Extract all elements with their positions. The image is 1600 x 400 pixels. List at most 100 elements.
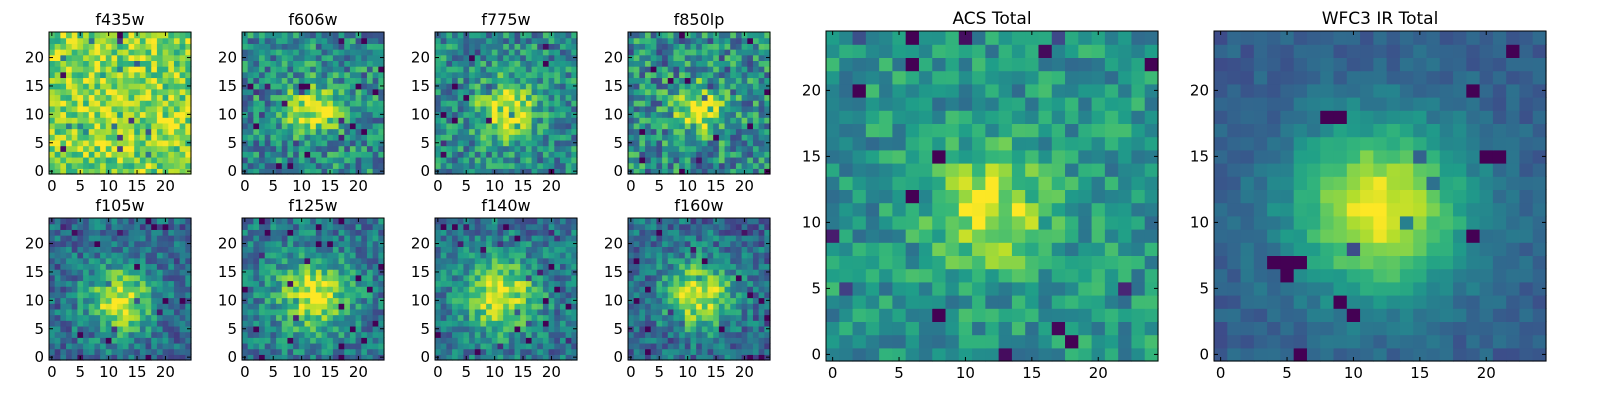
heatmap-cell — [508, 162, 516, 169]
heatmap-cell — [83, 134, 90, 141]
heatmap-cell — [134, 246, 141, 253]
heatmap-cell — [293, 240, 300, 247]
heatmap-cell — [435, 263, 442, 270]
heatmap-cell — [656, 60, 663, 67]
heatmap-cell — [276, 286, 283, 293]
heatmap-cell — [366, 223, 374, 230]
heatmap-cell — [446, 43, 453, 50]
heatmap-cell — [514, 134, 521, 141]
heatmap-cell — [679, 342, 686, 350]
heatmap-cell — [264, 240, 271, 247]
heatmap-cell — [338, 235, 345, 242]
heatmap-cell — [253, 37, 260, 44]
heatmap-cell — [105, 145, 113, 152]
heatmap-cell — [139, 168, 147, 175]
heatmap-cell — [491, 66, 499, 73]
heatmap-cell — [463, 134, 470, 141]
heatmap-cell — [645, 308, 652, 316]
heatmap-cell — [276, 77, 283, 84]
heatmap-cell — [179, 297, 186, 304]
heatmap-cell — [366, 168, 374, 175]
heatmap-cell — [633, 162, 640, 169]
heatmap-cell — [60, 263, 67, 270]
heatmap-cell — [565, 145, 572, 152]
heatmap-cell — [321, 128, 328, 135]
heatmap-cell — [264, 348, 271, 355]
heatmap-cell — [117, 134, 124, 141]
heatmap-cell — [435, 122, 442, 130]
heatmap-cell — [474, 122, 482, 130]
heatmap-cell — [49, 229, 56, 236]
heatmap-cell — [542, 134, 550, 141]
heatmap-cell — [253, 348, 260, 355]
heatmap-cell — [185, 303, 192, 310]
heatmap-cell — [542, 139, 550, 147]
heatmap-cell — [662, 354, 669, 361]
heatmap-cell — [259, 145, 266, 152]
heatmap-cell — [139, 71, 147, 79]
heatmap-cell — [117, 320, 124, 327]
heatmap-cell — [60, 156, 67, 164]
heatmap-cell — [134, 223, 141, 230]
heatmap-cell — [304, 314, 311, 321]
heatmap-cell — [571, 94, 578, 101]
heatmap-cell — [134, 111, 141, 118]
heatmap-cell — [531, 60, 538, 67]
heatmap-cell — [463, 263, 470, 270]
heatmap-cell — [679, 162, 686, 169]
heatmap-cell — [122, 218, 130, 225]
heatmap-cell — [83, 54, 90, 61]
heatmap-cell — [185, 117, 192, 124]
heatmap-cell — [531, 354, 538, 361]
heatmap-cell — [452, 134, 459, 141]
heatmap-cell — [571, 280, 578, 287]
heatmap-cell — [452, 286, 459, 293]
heatmap-cell — [344, 240, 351, 247]
heatmap-cell — [71, 263, 78, 270]
heatmap-cell — [105, 342, 113, 350]
heatmap-cell — [105, 88, 113, 96]
heatmap-cell — [508, 325, 516, 333]
heatmap-cell — [452, 257, 459, 265]
heatmap-cell — [259, 286, 266, 293]
heatmap-cell — [508, 252, 516, 259]
heatmap-cell — [327, 83, 334, 90]
heatmap-cell — [378, 66, 385, 73]
heatmap-cell — [554, 77, 561, 84]
heatmap-cell — [361, 151, 368, 158]
heatmap-cell — [537, 94, 544, 101]
heatmap-cell — [650, 269, 657, 276]
heatmap-cell — [293, 291, 300, 299]
heatmap-cell — [332, 122, 340, 130]
heatmap-cell — [185, 122, 192, 130]
heatmap-cell — [480, 331, 487, 338]
heatmap-cell — [304, 122, 311, 130]
heatmap-cell — [361, 252, 368, 259]
heatmap-cell — [100, 337, 107, 344]
heatmap-cell — [514, 88, 521, 96]
heatmap-cell — [145, 83, 152, 90]
heatmap-cell — [435, 88, 442, 96]
heatmap-cell — [679, 168, 686, 175]
heatmap-cell — [349, 168, 357, 175]
heatmap-cell — [667, 308, 675, 316]
heatmap-cell — [747, 168, 754, 175]
heatmap-cell — [639, 43, 646, 50]
heatmap-cell — [366, 303, 374, 310]
x-tick-label: 15 — [513, 363, 532, 381]
heatmap-cell — [525, 100, 533, 107]
heatmap-cell — [117, 252, 124, 259]
heatmap-cell — [253, 240, 260, 247]
heatmap-cell — [60, 286, 67, 293]
heatmap-cell — [730, 325, 737, 333]
heatmap-cell — [656, 139, 663, 147]
heatmap-cell — [270, 274, 277, 282]
heatmap-cell — [724, 303, 731, 310]
heatmap-cell — [247, 32, 254, 39]
heatmap-cell — [497, 286, 504, 293]
heatmap-cell — [440, 105, 447, 113]
heatmap-cell — [355, 297, 362, 304]
heatmap-cell — [287, 60, 294, 67]
heatmap-cell — [54, 218, 61, 225]
